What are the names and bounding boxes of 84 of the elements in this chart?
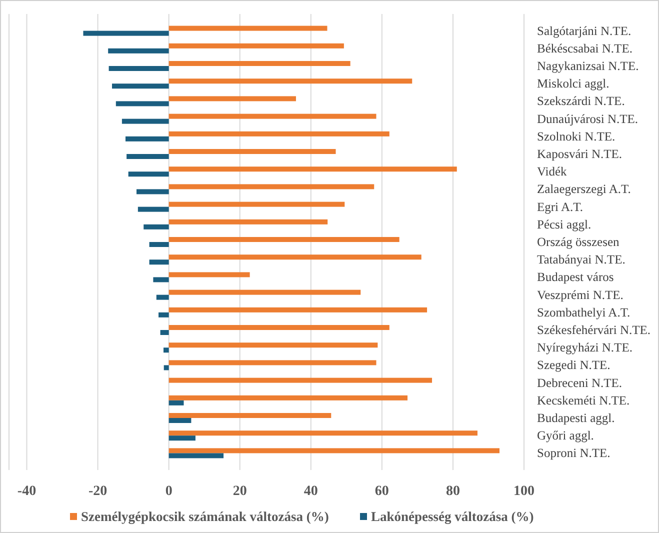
bar xyxy=(149,260,169,265)
bar xyxy=(168,290,361,295)
y-tick-label: Szolnoki N.TE. xyxy=(537,129,616,144)
bar xyxy=(168,418,192,423)
bar xyxy=(168,272,250,278)
bar xyxy=(168,26,328,31)
y-tick-label: Salgótarjáni N.TE. xyxy=(537,24,632,38)
y-tick-label: Vidék xyxy=(537,164,568,179)
x-tick-label: 80 xyxy=(446,484,460,499)
legend-label: Személygépkocsik számának változása (%) xyxy=(81,509,329,524)
legend-label: Lakónépesség változása (%) xyxy=(371,509,534,524)
bar xyxy=(168,219,328,224)
bar xyxy=(108,48,169,54)
bar xyxy=(168,202,345,207)
y-tick-label: Budapest város xyxy=(537,270,614,284)
bar xyxy=(168,453,224,458)
y-tick-label: Székesfehérvári N.TE. xyxy=(537,323,650,337)
y-tick-label: Szombathelyi A.T. xyxy=(537,305,630,320)
bar xyxy=(168,43,344,48)
bar xyxy=(112,84,169,89)
bar xyxy=(168,448,500,454)
bar xyxy=(168,166,457,172)
bar xyxy=(164,365,169,370)
bar xyxy=(126,154,169,159)
y-tick-label: Veszprémi N.TE. xyxy=(537,288,624,302)
bar xyxy=(168,114,376,119)
y-tick-label: Kaposvári N.TE. xyxy=(537,147,622,161)
y-tick-label: Budapesti aggl. xyxy=(537,411,615,425)
bar xyxy=(168,78,412,84)
bar xyxy=(168,184,374,190)
bar xyxy=(168,254,422,260)
bar xyxy=(138,206,169,212)
x-tick-label: 0 xyxy=(165,484,172,499)
y-tick-label: Pécsi aggl. xyxy=(537,217,592,232)
bar xyxy=(128,172,169,177)
y-tick-label: Szegedi N.TE. xyxy=(537,358,610,372)
y-tick-label: Dunaújvárosi N.TE. xyxy=(537,112,638,126)
bar xyxy=(168,325,390,330)
bar xyxy=(125,136,169,142)
bar xyxy=(168,395,408,400)
y-tick-label: Ország összesen xyxy=(537,235,620,249)
y-tick-label: Szekszárdi N.TE. xyxy=(537,94,625,108)
y-tick-label: Tatabányai N.TE. xyxy=(537,252,626,267)
bar xyxy=(149,242,169,247)
x-tick-label: -40 xyxy=(17,484,36,499)
bar xyxy=(136,189,169,194)
bar xyxy=(158,312,169,318)
bar xyxy=(168,360,376,366)
bar xyxy=(168,61,350,66)
bar xyxy=(164,348,169,353)
x-tick-label: 20 xyxy=(232,484,247,499)
bar xyxy=(168,149,336,154)
y-tick-label: Miskolci aggl. xyxy=(537,76,610,91)
bar xyxy=(168,307,428,312)
bar xyxy=(168,400,184,406)
y-tick-label: Nyíregyházi N.TE. xyxy=(537,340,632,355)
bar xyxy=(168,131,390,136)
bar xyxy=(160,330,169,335)
y-tick-label: Egri A.T. xyxy=(537,200,583,214)
y-tick-label: Zalaegerszegi A.T. xyxy=(537,182,631,196)
x-tick-label: 60 xyxy=(374,484,389,499)
bar xyxy=(108,66,169,71)
y-tick-label: Békéscsabai N.TE. xyxy=(537,41,632,56)
bar xyxy=(144,224,169,230)
bar xyxy=(116,101,169,106)
y-tick-label: Kecskeméti N.TE. xyxy=(537,393,630,408)
bar xyxy=(168,96,296,102)
bar xyxy=(122,118,169,124)
x-tick-label: 100 xyxy=(514,484,534,499)
x-tick-label: 40 xyxy=(304,484,318,499)
bar xyxy=(168,430,478,436)
bar xyxy=(168,436,196,441)
bar xyxy=(168,413,332,418)
bar xyxy=(168,237,400,242)
bar xyxy=(156,294,169,300)
bar xyxy=(83,30,169,36)
bar xyxy=(168,342,378,348)
y-tick-label: Soproni N.TE. xyxy=(537,446,610,460)
y-tick-label: Győri aggl. xyxy=(537,428,594,443)
y-tick-label: Debreceni N.TE. xyxy=(537,376,622,390)
bar xyxy=(153,277,169,282)
y-tick-label: Nagykanizsai N.TE. xyxy=(537,59,639,73)
bar xyxy=(168,378,432,383)
x-tick-label: -20 xyxy=(88,484,108,499)
